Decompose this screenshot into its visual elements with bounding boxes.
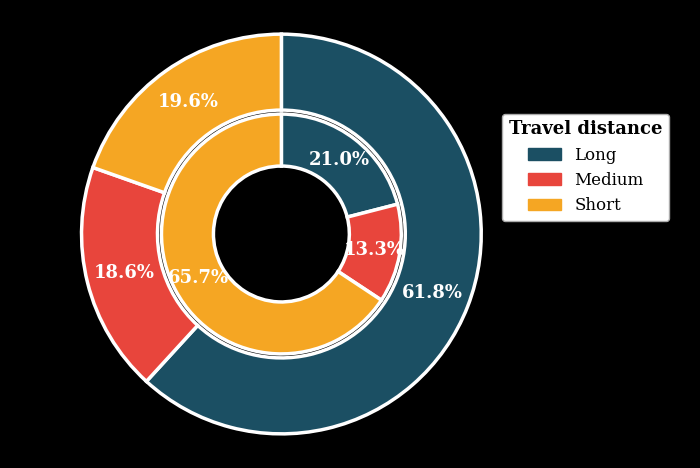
- Wedge shape: [281, 114, 398, 217]
- Legend: Long, Medium, Short: Long, Medium, Short: [502, 114, 669, 221]
- Text: 18.6%: 18.6%: [94, 264, 155, 282]
- Wedge shape: [93, 34, 281, 193]
- Text: 19.6%: 19.6%: [158, 93, 218, 111]
- Text: 13.3%: 13.3%: [344, 241, 405, 258]
- Wedge shape: [338, 204, 401, 300]
- Text: 21.0%: 21.0%: [309, 151, 370, 169]
- Text: 61.8%: 61.8%: [402, 284, 463, 302]
- Wedge shape: [162, 114, 382, 354]
- Text: 65.7%: 65.7%: [168, 270, 229, 287]
- Wedge shape: [81, 168, 197, 381]
- Wedge shape: [146, 34, 481, 434]
